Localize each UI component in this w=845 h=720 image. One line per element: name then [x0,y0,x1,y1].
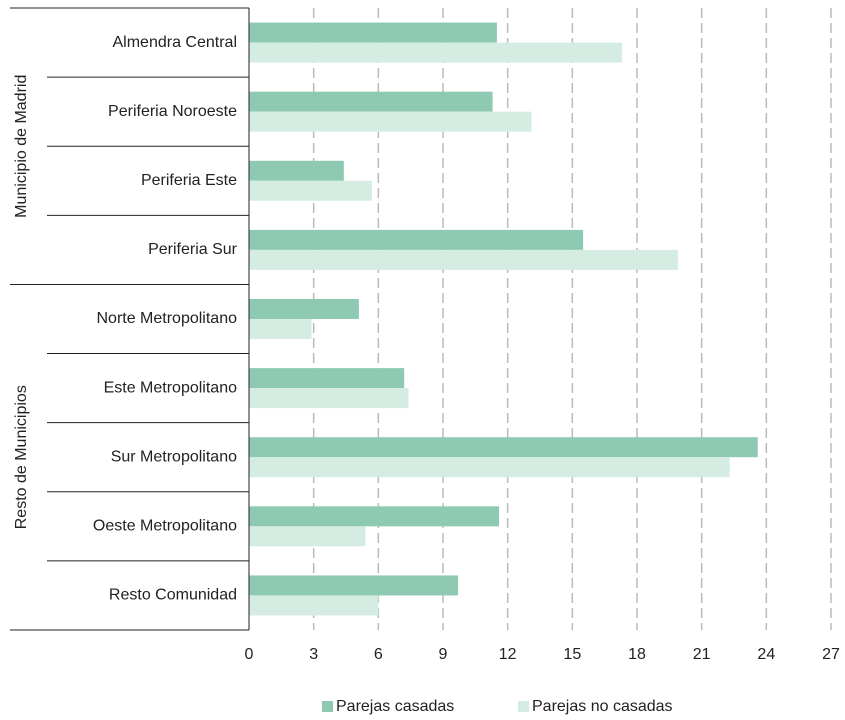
bar [249,526,366,547]
bar [249,160,344,181]
legend-swatch [518,701,529,712]
x-tick-label: 18 [628,646,646,663]
x-tick-label: 15 [563,646,581,663]
bar [249,368,405,389]
bar [249,575,459,596]
y-tick-label: Periferia Sur [148,241,238,258]
bar [249,457,730,478]
legend-label: Parejas casadas [336,698,454,715]
x-tick-label: 3 [309,646,318,663]
y-tick-label: Periferia Noroeste [108,103,237,120]
x-tick-label: 21 [693,646,711,663]
y-tick-label: Este Metropolitano [104,379,238,396]
y-tick-label: Periferia Este [141,172,237,189]
bar [249,388,409,409]
x-tick-label: 24 [757,646,775,663]
bar [249,22,497,43]
legend-label: Parejas no casadas [532,698,673,715]
x-tick-label: 6 [374,646,383,663]
y-tick-label: Almendra Central [113,34,238,51]
y-tick-label: Resto Comunidad [109,587,237,604]
bar [249,229,584,250]
y-tick-label: Sur Metropolitano [111,448,237,465]
x-tick-label: 0 [245,646,254,663]
legend-swatch [322,701,333,712]
group-label: Resto de Municipios [13,385,30,529]
bar [249,319,312,339]
bar [249,437,758,458]
bar [249,111,532,132]
x-tick-label: 12 [499,646,517,663]
bar [249,595,379,616]
bar [249,249,678,270]
y-tick-label: Oeste Metropolitano [93,518,237,535]
x-tick-label: 9 [439,646,448,663]
bar [249,42,622,63]
bar [249,506,500,527]
y-tick-label: Norte Metropolitano [96,310,237,327]
bar [249,180,372,201]
group-label: Municipio de Madrid [13,75,30,218]
x-tick-label: 27 [822,646,840,663]
bar [249,91,493,112]
bar [249,299,359,319]
